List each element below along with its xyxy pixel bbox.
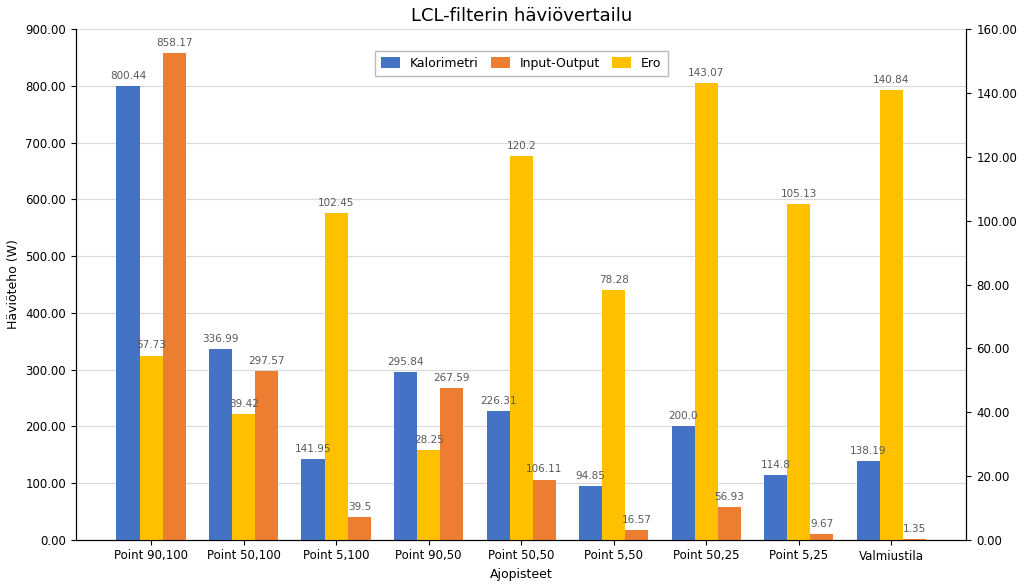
Text: 106.11: 106.11 [526,465,562,475]
Bar [255,371,279,540]
Text: 140.84: 140.84 [873,75,909,85]
Text: 105.13: 105.13 [780,189,817,199]
Text: 336.99: 336.99 [203,333,239,343]
Bar [301,459,325,540]
Bar [880,91,903,540]
Text: 57.73: 57.73 [136,340,166,350]
Text: 800.44: 800.44 [110,71,146,81]
X-axis label: Ajopisteet: Ajopisteet [489,568,553,581]
Bar [718,507,741,540]
Text: 16.57: 16.57 [622,515,652,525]
Text: 114.8: 114.8 [761,460,791,470]
Bar [348,517,371,540]
Bar [787,205,810,540]
Text: 858.17: 858.17 [156,38,193,48]
Bar [903,539,926,540]
Bar [232,414,255,540]
Bar [417,450,440,540]
Text: 39.5: 39.5 [348,502,371,512]
Text: 200.0: 200.0 [669,411,698,421]
Bar [139,356,163,540]
Bar [394,372,417,540]
Bar [163,53,185,540]
Bar [532,480,556,540]
Text: 267.59: 267.59 [433,373,470,383]
Text: 28.25: 28.25 [414,435,443,445]
Bar [672,426,694,540]
Text: 226.31: 226.31 [480,396,516,406]
Bar [510,156,532,540]
Text: 39.42: 39.42 [228,399,259,409]
Bar [764,475,787,540]
Bar [579,486,602,540]
Bar [209,349,232,540]
Text: 297.57: 297.57 [249,356,285,366]
Text: 94.85: 94.85 [575,471,605,481]
Y-axis label: Häviöteho (W): Häviöteho (W) [7,239,19,329]
Bar [440,388,464,540]
Text: 295.84: 295.84 [387,357,424,367]
Bar [602,290,626,540]
Bar [325,213,348,540]
Bar [857,462,880,540]
Bar [694,83,718,540]
Text: 141.95: 141.95 [295,444,332,454]
Text: 120.2: 120.2 [506,141,537,151]
Text: 78.28: 78.28 [599,275,629,285]
Text: 56.93: 56.93 [715,492,744,502]
Text: 143.07: 143.07 [688,68,724,78]
Title: LCL-filterin häviövertailu: LCL-filterin häviövertailu [411,7,632,25]
Legend: Kalorimetri, Input-Output, Ero: Kalorimetri, Input-Output, Ero [375,51,668,76]
Bar [810,534,834,540]
Text: 138.19: 138.19 [850,446,887,456]
Text: 102.45: 102.45 [318,198,354,208]
Bar [486,412,510,540]
Text: 1.35: 1.35 [903,524,926,534]
Bar [117,86,139,540]
Bar [626,530,648,540]
Text: 9.67: 9.67 [810,519,834,529]
